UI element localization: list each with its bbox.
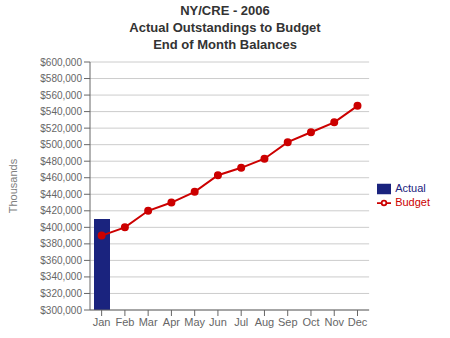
html-text:End of Month Balances: End of Month Balances <box>153 37 297 52</box>
svg-text:$580,000: $580,000 <box>40 73 82 84</box>
svg-text:$560,000: $560,000 <box>40 90 82 101</box>
svg-text:$340,000: $340,000 <box>40 271 82 282</box>
svg-text:Sep: Sep <box>278 316 298 328</box>
svg-text:Dec: Dec <box>348 316 368 328</box>
svg-text:Apr: Apr <box>163 316 180 328</box>
svg-text:$440,000: $440,000 <box>40 189 82 200</box>
html-text:Actual Outstandings to Budget: Actual Outstandings to Budget <box>129 20 321 35</box>
html-text:Actual: Actual <box>395 181 426 194</box>
svg-text:$460,000: $460,000 <box>40 172 82 183</box>
svg-text:$400,000: $400,000 <box>40 222 82 233</box>
svg-text:$420,000: $420,000 <box>40 205 82 216</box>
html-text:NY/CRE - 2006: NY/CRE - 2006 <box>180 3 270 18</box>
svg-text:$600,000: $600,000 <box>40 57 82 68</box>
svg-text:$300,000: $300,000 <box>40 305 82 316</box>
svg-text:$520,000: $520,000 <box>40 123 82 134</box>
svg-text:$540,000: $540,000 <box>40 106 82 117</box>
svg-text:$360,000: $360,000 <box>40 255 82 266</box>
svg-text:Aug: Aug <box>255 316 275 328</box>
svg-text:Thousands: Thousands <box>8 158 19 213</box>
svg-text:Jan: Jan <box>93 316 111 328</box>
svg-text:Mar: Mar <box>139 316 158 328</box>
svg-text:May: May <box>184 316 205 328</box>
svg-text:Jul: Jul <box>234 316 248 328</box>
svg-text:Jun: Jun <box>209 316 227 328</box>
svg-text:$380,000: $380,000 <box>40 238 82 249</box>
svg-text:Nov: Nov <box>324 316 344 328</box>
svg-text:$320,000: $320,000 <box>40 288 82 299</box>
svg-text:Feb: Feb <box>115 316 134 328</box>
html-text:Budget: Budget <box>395 196 430 208</box>
svg-text:$500,000: $500,000 <box>40 139 82 150</box>
svg-text:Oct: Oct <box>302 316 319 328</box>
svg-text:$480,000: $480,000 <box>40 156 82 167</box>
